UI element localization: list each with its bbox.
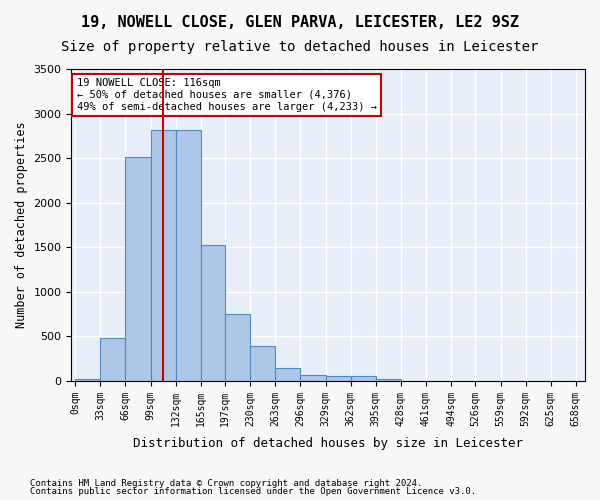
Bar (350, 376, 376, 381)
Bar (225, 314, 250, 381)
Bar (201, 246, 225, 381)
Bar (326, 376, 350, 381)
Bar (100, 338, 125, 381)
Bar (75, 378, 100, 381)
X-axis label: Distribution of detached houses by size in Leicester: Distribution of detached houses by size … (133, 437, 523, 450)
Bar (125, 157, 151, 381)
Bar (275, 368, 301, 381)
Text: Contains public sector information licensed under the Open Government Licence v3: Contains public sector information licen… (30, 487, 476, 496)
Text: 19 NOWELL CLOSE: 116sqm
← 50% of detached houses are smaller (4,376)
49% of semi: 19 NOWELL CLOSE: 116sqm ← 50% of detache… (77, 78, 377, 112)
Text: 19, NOWELL CLOSE, GLEN PARVA, LEICESTER, LE2 9SZ: 19, NOWELL CLOSE, GLEN PARVA, LEICESTER,… (81, 15, 519, 30)
Bar (301, 374, 326, 381)
Text: Contains HM Land Registry data © Crown copyright and database right 2024.: Contains HM Land Registry data © Crown c… (30, 478, 422, 488)
Y-axis label: Number of detached properties: Number of detached properties (15, 122, 28, 328)
Bar (151, 130, 176, 381)
Bar (250, 346, 275, 381)
Bar (176, 130, 201, 381)
Text: Size of property relative to detached houses in Leicester: Size of property relative to detached ho… (61, 40, 539, 54)
Bar (376, 379, 401, 381)
